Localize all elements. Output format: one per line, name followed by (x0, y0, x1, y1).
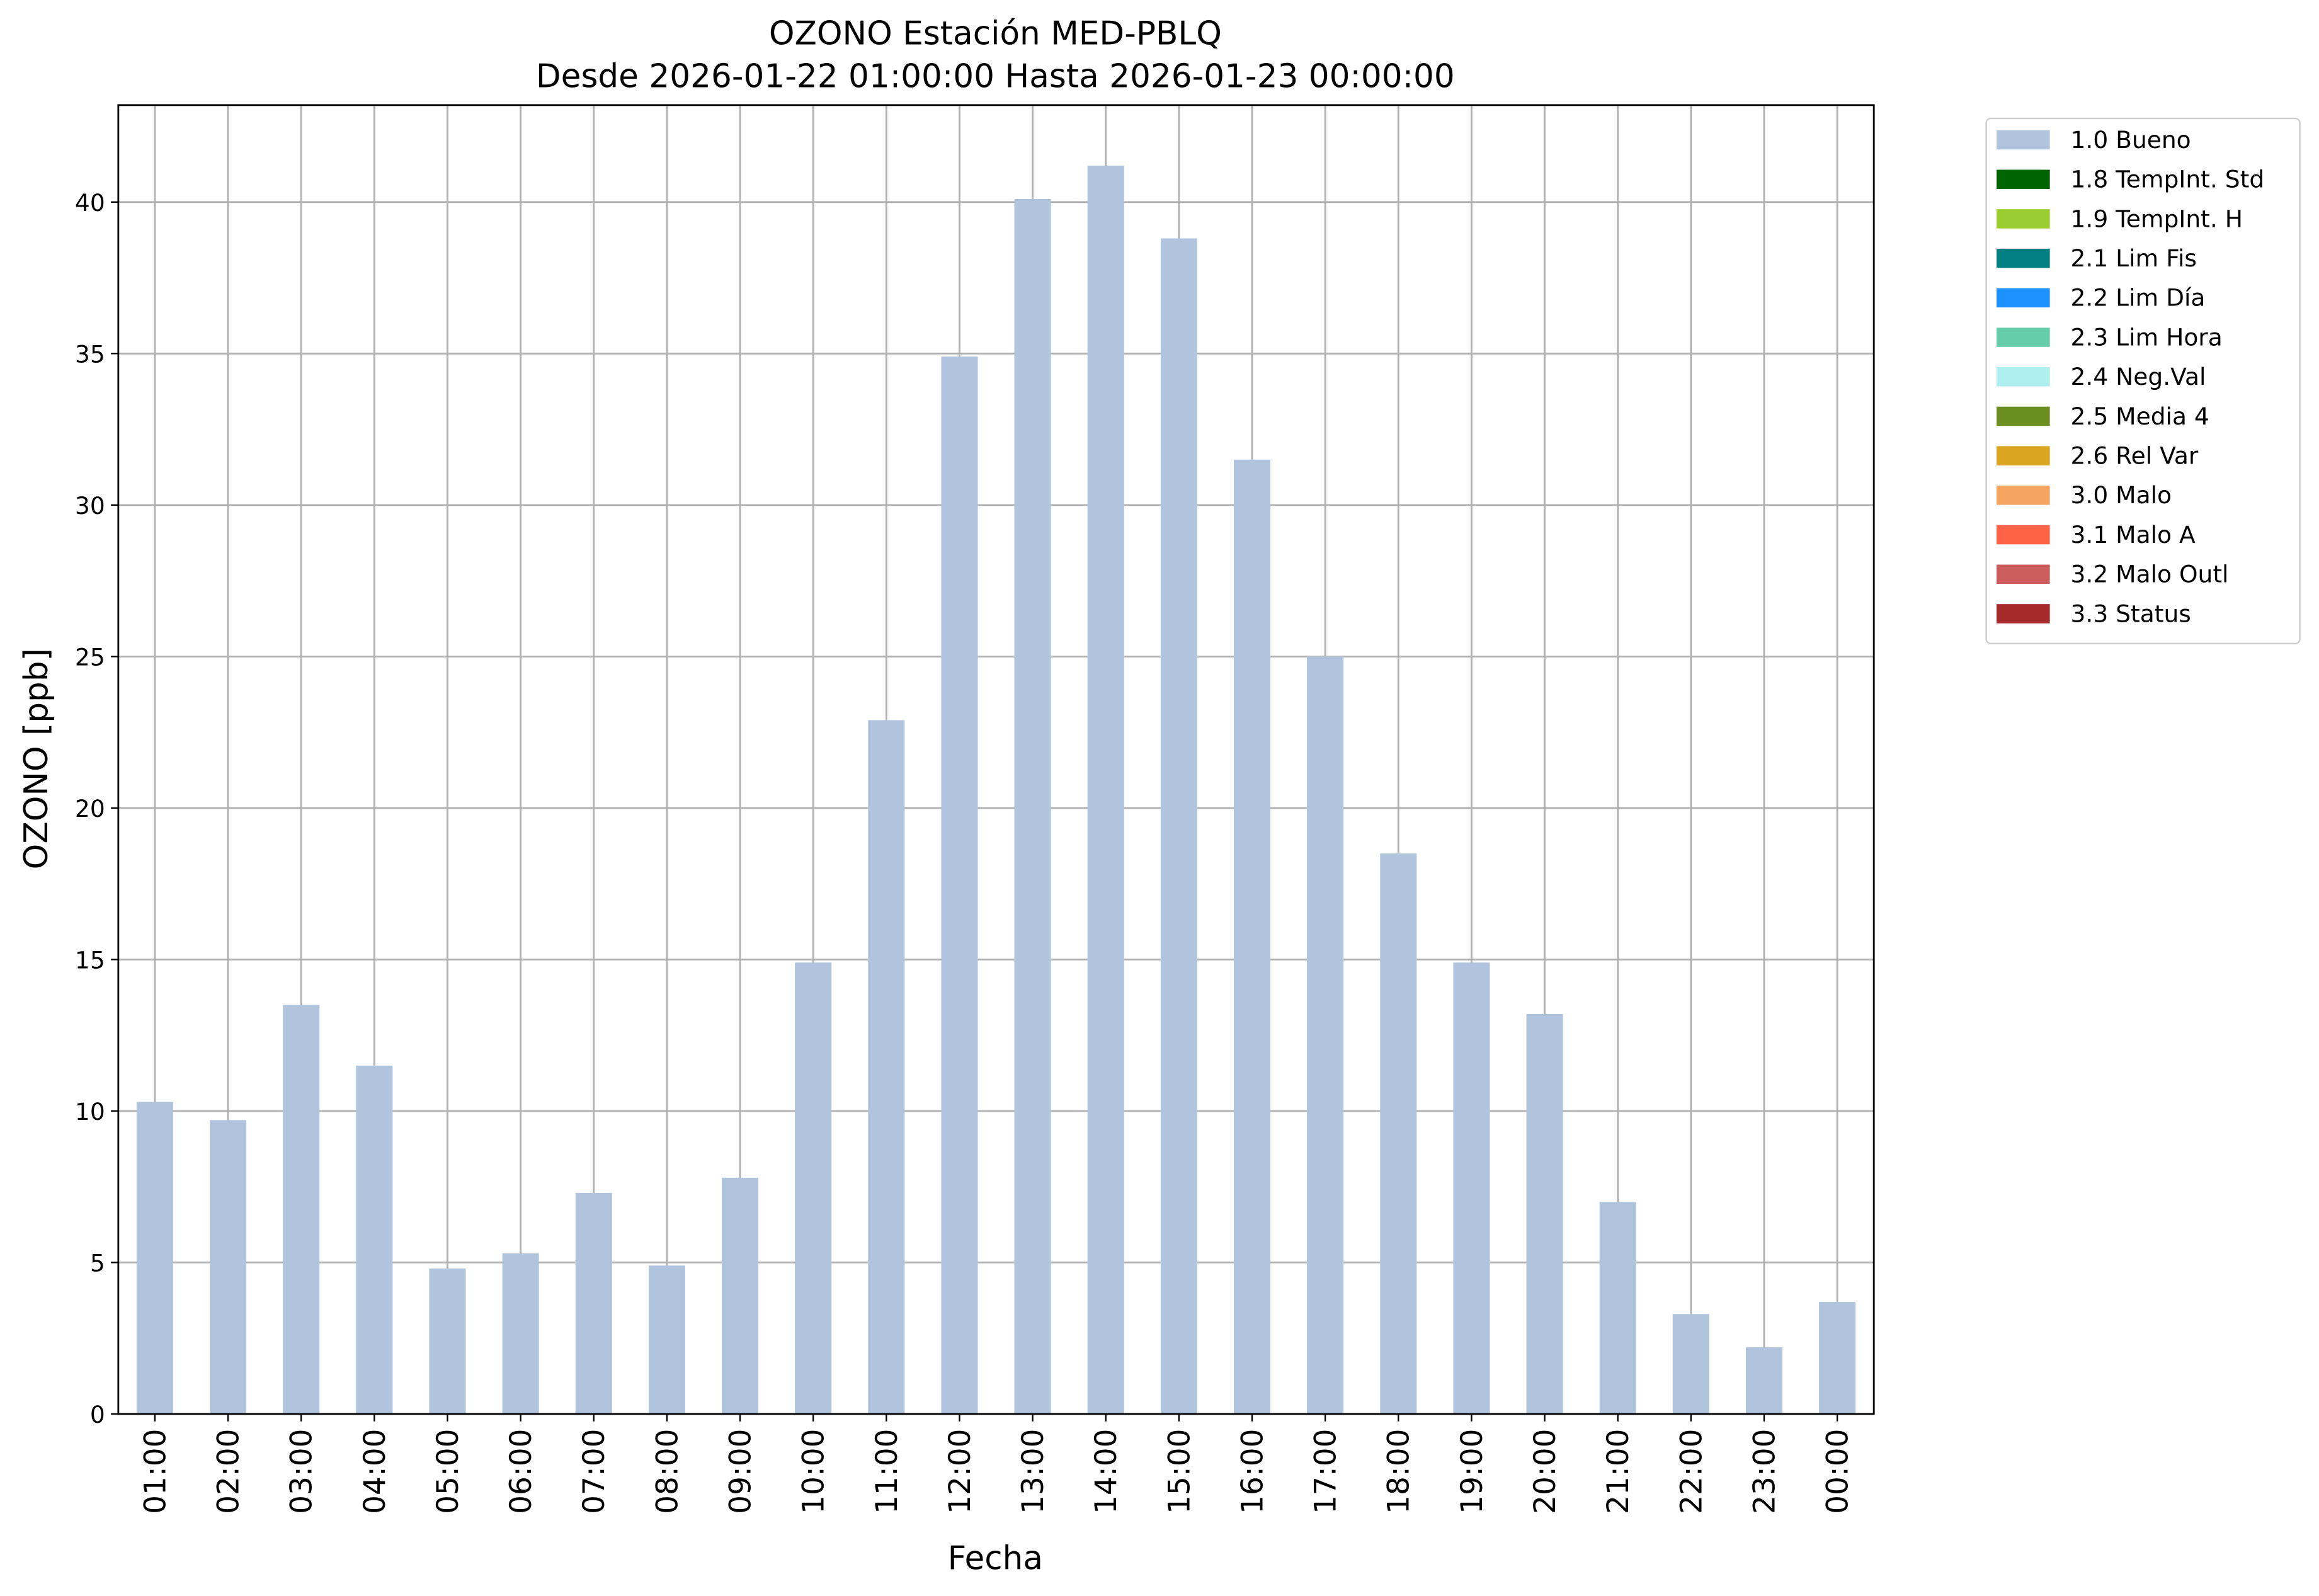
legend-swatch (1997, 525, 2050, 545)
legend-swatch (1997, 564, 2050, 584)
legend-swatch (1997, 169, 2050, 190)
x-tick-label: 16:00 (1235, 1429, 1270, 1514)
bar (1087, 166, 1124, 1415)
legend-swatch (1997, 288, 2050, 308)
plot-frame (117, 104, 1875, 1415)
chart-title: OZONO Estación MED-PBLQ (769, 15, 1222, 53)
bar (941, 356, 978, 1415)
bar (1526, 1014, 1563, 1415)
bar (1819, 1302, 1856, 1415)
legend-swatch (1997, 209, 2050, 229)
x-tick-label: 05:00 (431, 1429, 465, 1514)
bar (722, 1177, 759, 1415)
x-tick-label: 03:00 (285, 1429, 319, 1514)
y-tick-label: 15 (75, 947, 105, 974)
y-tick-label: 40 (75, 189, 105, 217)
bar (502, 1253, 539, 1415)
x-tick-label: 10:00 (797, 1429, 831, 1514)
x-tick-label: 02:00 (212, 1429, 246, 1514)
y-tick-label: 25 (75, 643, 105, 671)
x-tick-label: 17:00 (1309, 1429, 1343, 1514)
bar (1307, 656, 1344, 1415)
bar (429, 1268, 466, 1415)
legend-label: 1.0 Bueno (2071, 126, 2191, 154)
legend-label: 3.2 Malo Outl (2071, 561, 2229, 588)
bar (210, 1120, 247, 1415)
legend-swatch (1997, 406, 2050, 426)
bar (283, 1005, 320, 1415)
chart-subtitle: Desde 2026-01-22 01:00:00 Hasta 2026-01-… (536, 58, 1455, 96)
y-tick-label: 30 (75, 492, 105, 520)
x-tick-label: 14:00 (1089, 1429, 1124, 1514)
x-tick-label: 09:00 (723, 1429, 758, 1514)
legend-swatch (1997, 130, 2050, 150)
bar (1380, 853, 1417, 1415)
x-tick-label: 13:00 (1016, 1429, 1051, 1514)
x-tick-label: 07:00 (577, 1429, 612, 1514)
legend-label: 2.1 Lim Fis (2071, 244, 2197, 272)
x-tick-label: 21:00 (1601, 1429, 1636, 1514)
x-tick-label: 11:00 (870, 1429, 904, 1514)
legend-label: 2.6 Rel Var (2071, 442, 2199, 470)
bar (1453, 962, 1490, 1415)
bar (1014, 198, 1051, 1415)
x-tick-label: 22:00 (1674, 1429, 1709, 1514)
y-tick-label: 20 (75, 795, 105, 823)
legend-label: 2.3 Lim Hora (2071, 323, 2223, 351)
x-tick-label: 00:00 (1821, 1429, 1855, 1514)
y-tick-label: 5 (90, 1250, 105, 1277)
x-tick-label: 23:00 (1747, 1429, 1782, 1514)
bar (795, 962, 832, 1415)
bar (1745, 1347, 1783, 1415)
legend-label: 1.8 TempInt. Std (2071, 166, 2265, 193)
bar (1599, 1202, 1636, 1415)
x-axis-label: Fecha (948, 1540, 1043, 1578)
x-tick-label: 04:00 (358, 1429, 392, 1514)
legend-label: 2.4 Neg.Val (2071, 363, 2206, 390)
x-tick-label: 20:00 (1528, 1429, 1563, 1514)
legend-label: 2.2 Lim Día (2071, 284, 2206, 312)
x-tick-label: 01:00 (138, 1429, 173, 1514)
legend-swatch (1997, 328, 2050, 347)
bar (648, 1265, 685, 1415)
legend-box (1985, 117, 2301, 645)
bars (136, 166, 1856, 1415)
bar (868, 720, 905, 1415)
legend-label: 3.0 Malo (2071, 481, 2172, 509)
legend-label: 1.9 TempInt. H (2071, 205, 2243, 232)
legend-swatch (1997, 367, 2050, 387)
legend-label: 2.5 Media 4 (2071, 402, 2209, 430)
y-tick-label: 35 (75, 340, 105, 368)
x-tick-label: 06:00 (504, 1429, 538, 1514)
x-tick-label: 19:00 (1455, 1429, 1490, 1514)
y-axis-label: OZONO [ppb] (18, 648, 55, 869)
x-tick-label: 08:00 (650, 1429, 685, 1514)
legend-swatch (1997, 446, 2050, 465)
x-tick-label: 12:00 (943, 1429, 977, 1514)
bar (1672, 1314, 1709, 1415)
legend-label: 3.3 Status (2071, 600, 2191, 627)
legend-swatch (1997, 486, 2050, 505)
y-tick-label: 10 (75, 1098, 105, 1126)
x-tick-label: 18:00 (1382, 1429, 1416, 1514)
legend-label: 3.1 Malo A (2071, 521, 2196, 549)
legend-swatch (1997, 604, 2050, 624)
x-tick-label: 15:00 (1162, 1429, 1197, 1514)
bar (356, 1065, 393, 1415)
bar (1233, 459, 1271, 1415)
legend-swatch (1997, 248, 2050, 268)
bar (1160, 238, 1197, 1415)
y-tick-label: 0 (90, 1401, 105, 1428)
bar (136, 1102, 173, 1415)
bar (575, 1192, 612, 1415)
